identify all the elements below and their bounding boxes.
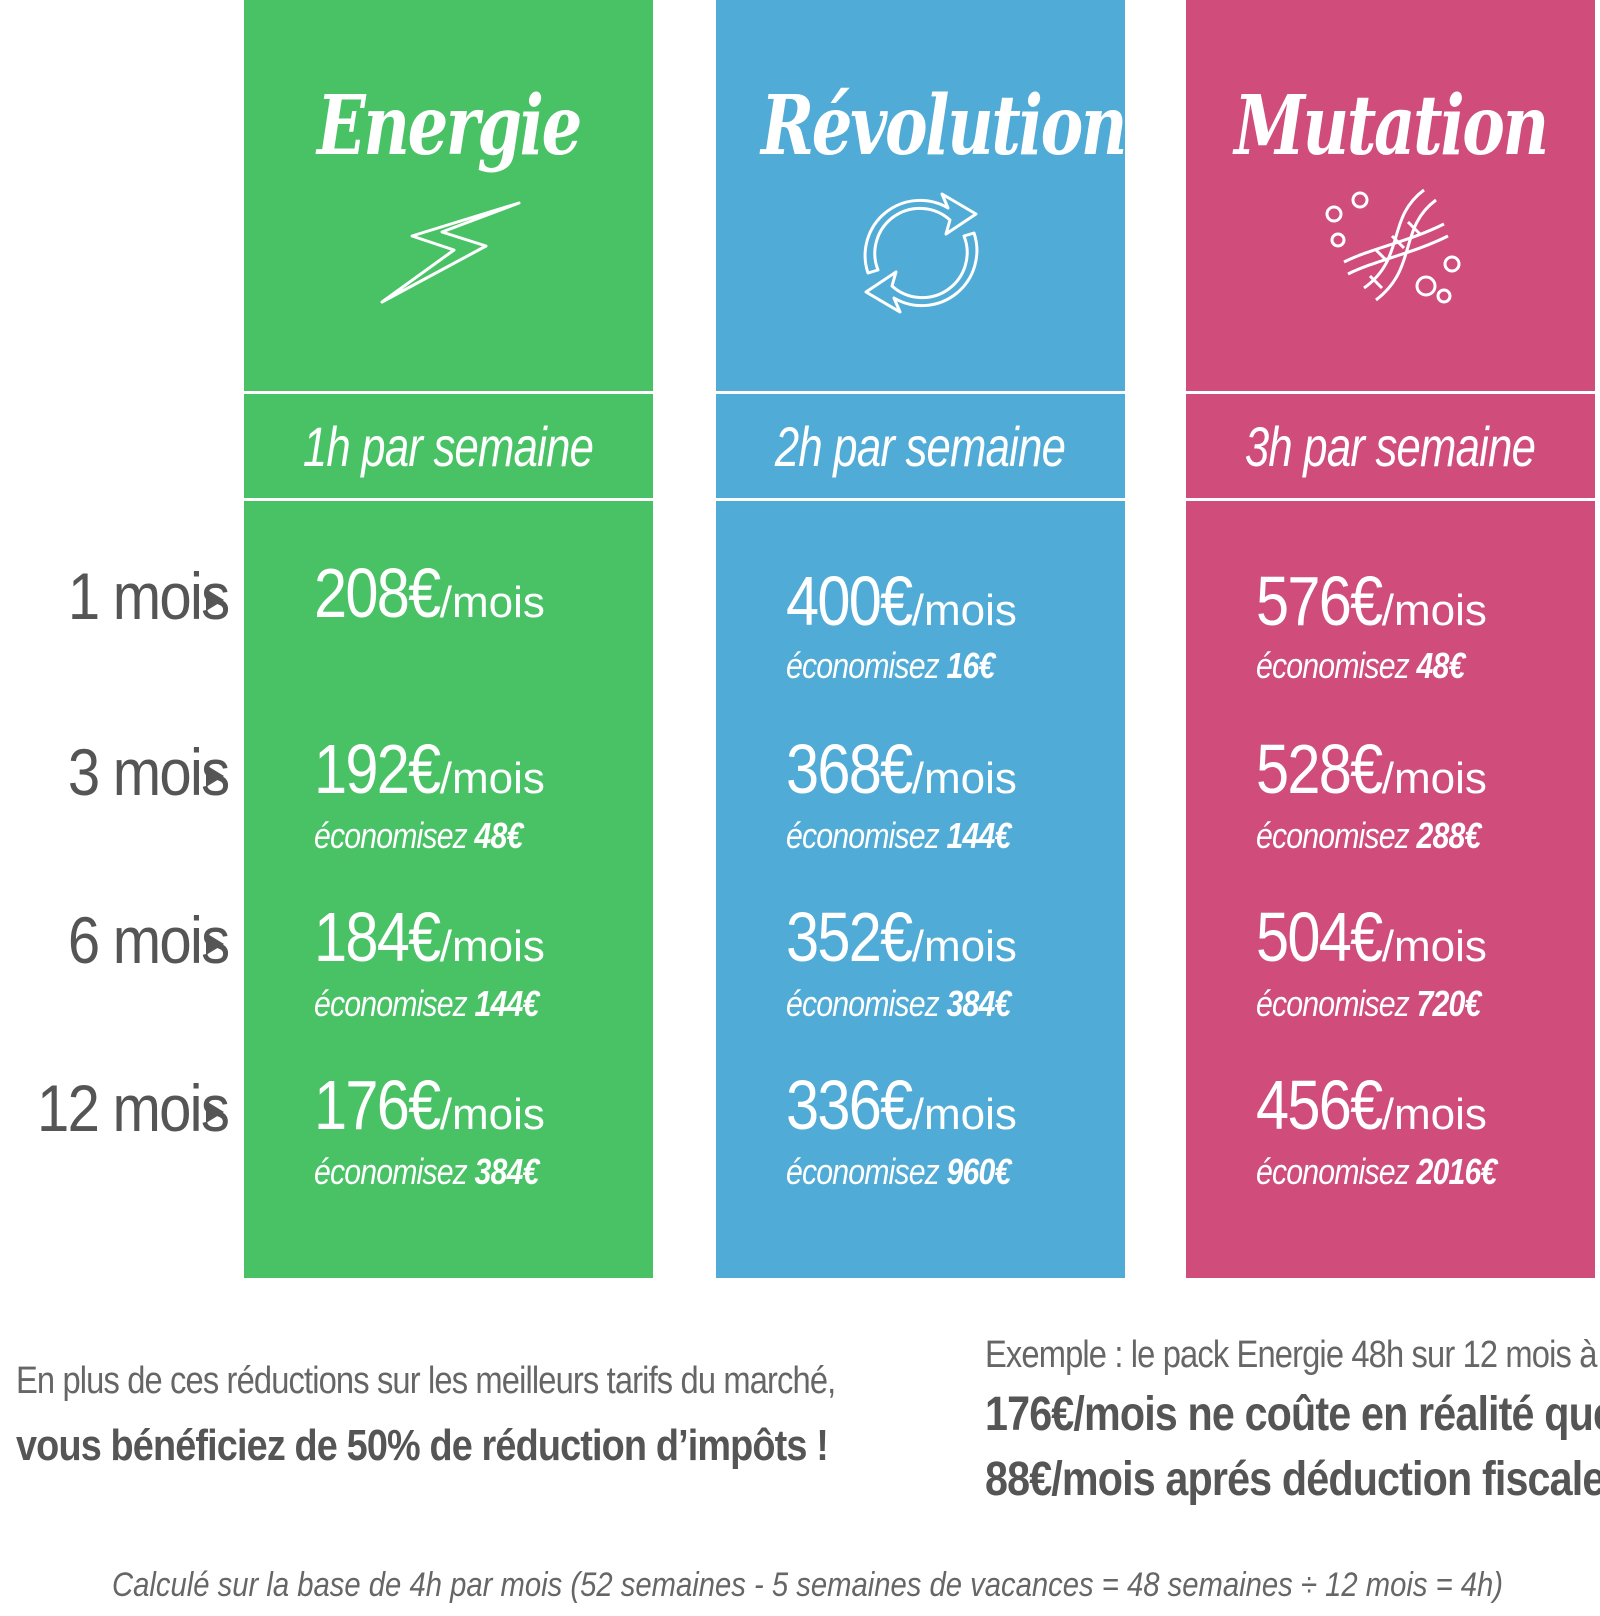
plan-energie: Energie 1h par semaine 208€/mois 192€/mo… [244,0,653,1280]
savings: économisez 384€ [786,983,1011,1024]
price: 528€/mois [1256,730,1487,808]
example-note: Exemple : le pack Energie 48h sur 12 moi… [985,1334,1600,1507]
row-label-1-mois: 1 mois [67,559,229,633]
savings: économisez 144€ [314,983,539,1024]
note-line-bold: 176€/mois ne coûte en réalité que [985,1388,1600,1441]
price: 456€/mois [1256,1066,1487,1144]
refresh-cycle-icon [863,192,978,314]
price: 176€/mois [314,1066,545,1144]
price: 352€/mois [786,898,1017,976]
tax-reduction-note: En plus de ces réductions sur les meille… [16,1360,836,1471]
plan-mutation: Mutation 3h par semaine 576€/mois [1186,0,1595,1280]
row-label-6-mois: 6 mois [67,903,229,977]
row-arrow-icon [206,933,224,955]
note-line-bold: 88€/mois aprés déduction fiscale ! [985,1453,1600,1506]
lightning-icon [380,201,520,304]
price: 184€/mois [314,898,545,976]
calculation-footnote: Calculé sur la base de 4h par mois (52 s… [112,1566,1504,1604]
savings: économisez 960€ [786,1151,1011,1192]
plan-prices: 400€/mois économisez 16€ 368€/mois écono… [716,501,1125,1278]
price: 192€/mois [314,730,545,808]
plan-header: Energie [244,0,653,391]
plan-name: Révolution [760,78,1127,174]
price: 208€/mois [314,554,545,632]
dna-icon [1325,188,1460,304]
plan-name: Mutation [1234,78,1549,174]
plan-revolution: Révolution 2h par semaine 400€/mois écon… [716,0,1127,1280]
savings: économisez 2016€ [1256,1151,1497,1192]
row-arrow-icon [206,1101,224,1123]
savings: économisez 48€ [314,815,523,856]
plan-hours: 3h par semaine [1186,394,1595,498]
plan-prices: 576€/mois économisez 48€ 528€/mois écono… [1186,501,1595,1278]
plan-prices: 208€/mois 192€/mois économisez 48€ 184€/… [244,501,653,1278]
row-label-12-mois: 12 mois [36,1071,230,1145]
note-line-bold: vous bénéficiez de 50% de réduction d’im… [16,1421,829,1470]
row-arrow-icon [206,589,224,611]
price: 336€/mois [786,1066,1017,1144]
price: 400€/mois [786,562,1017,640]
note-line: En plus de ces réductions sur les meille… [16,1360,836,1402]
savings: économisez 48€ [1256,645,1465,686]
row-arrow-icon [206,765,224,787]
savings: économisez 144€ [786,815,1011,856]
plan-hours: 2h par semaine [716,394,1125,498]
plan-hours: 1h par semaine [244,394,653,498]
savings: économisez 384€ [314,1151,539,1192]
plan-header: Révolution [716,0,1127,391]
savings: économisez 288€ [1256,815,1481,856]
note-line: Exemple : le pack Energie 48h sur 12 moi… [985,1334,1597,1376]
price: 504€/mois [1256,898,1487,976]
plan-header: Mutation [1186,0,1595,391]
savings: économisez 720€ [1256,983,1481,1024]
price: 576€/mois [1256,562,1487,640]
price: 368€/mois [786,730,1017,808]
savings: économisez 16€ [786,645,995,686]
plan-name: Energie [317,78,582,174]
row-label-3-mois: 3 mois [67,735,229,809]
